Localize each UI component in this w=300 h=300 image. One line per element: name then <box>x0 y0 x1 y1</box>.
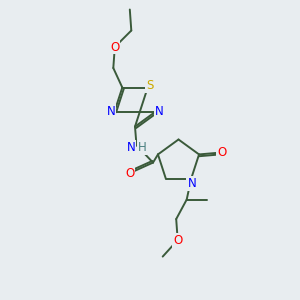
Text: H: H <box>137 141 146 154</box>
Text: S: S <box>146 79 153 92</box>
Text: N: N <box>106 105 115 118</box>
Text: O: O <box>110 40 119 53</box>
Text: O: O <box>173 234 182 247</box>
Text: N: N <box>155 105 164 118</box>
Text: O: O <box>125 167 134 180</box>
Text: N: N <box>188 177 196 190</box>
Text: O: O <box>217 146 226 159</box>
Text: N: N <box>127 141 136 154</box>
